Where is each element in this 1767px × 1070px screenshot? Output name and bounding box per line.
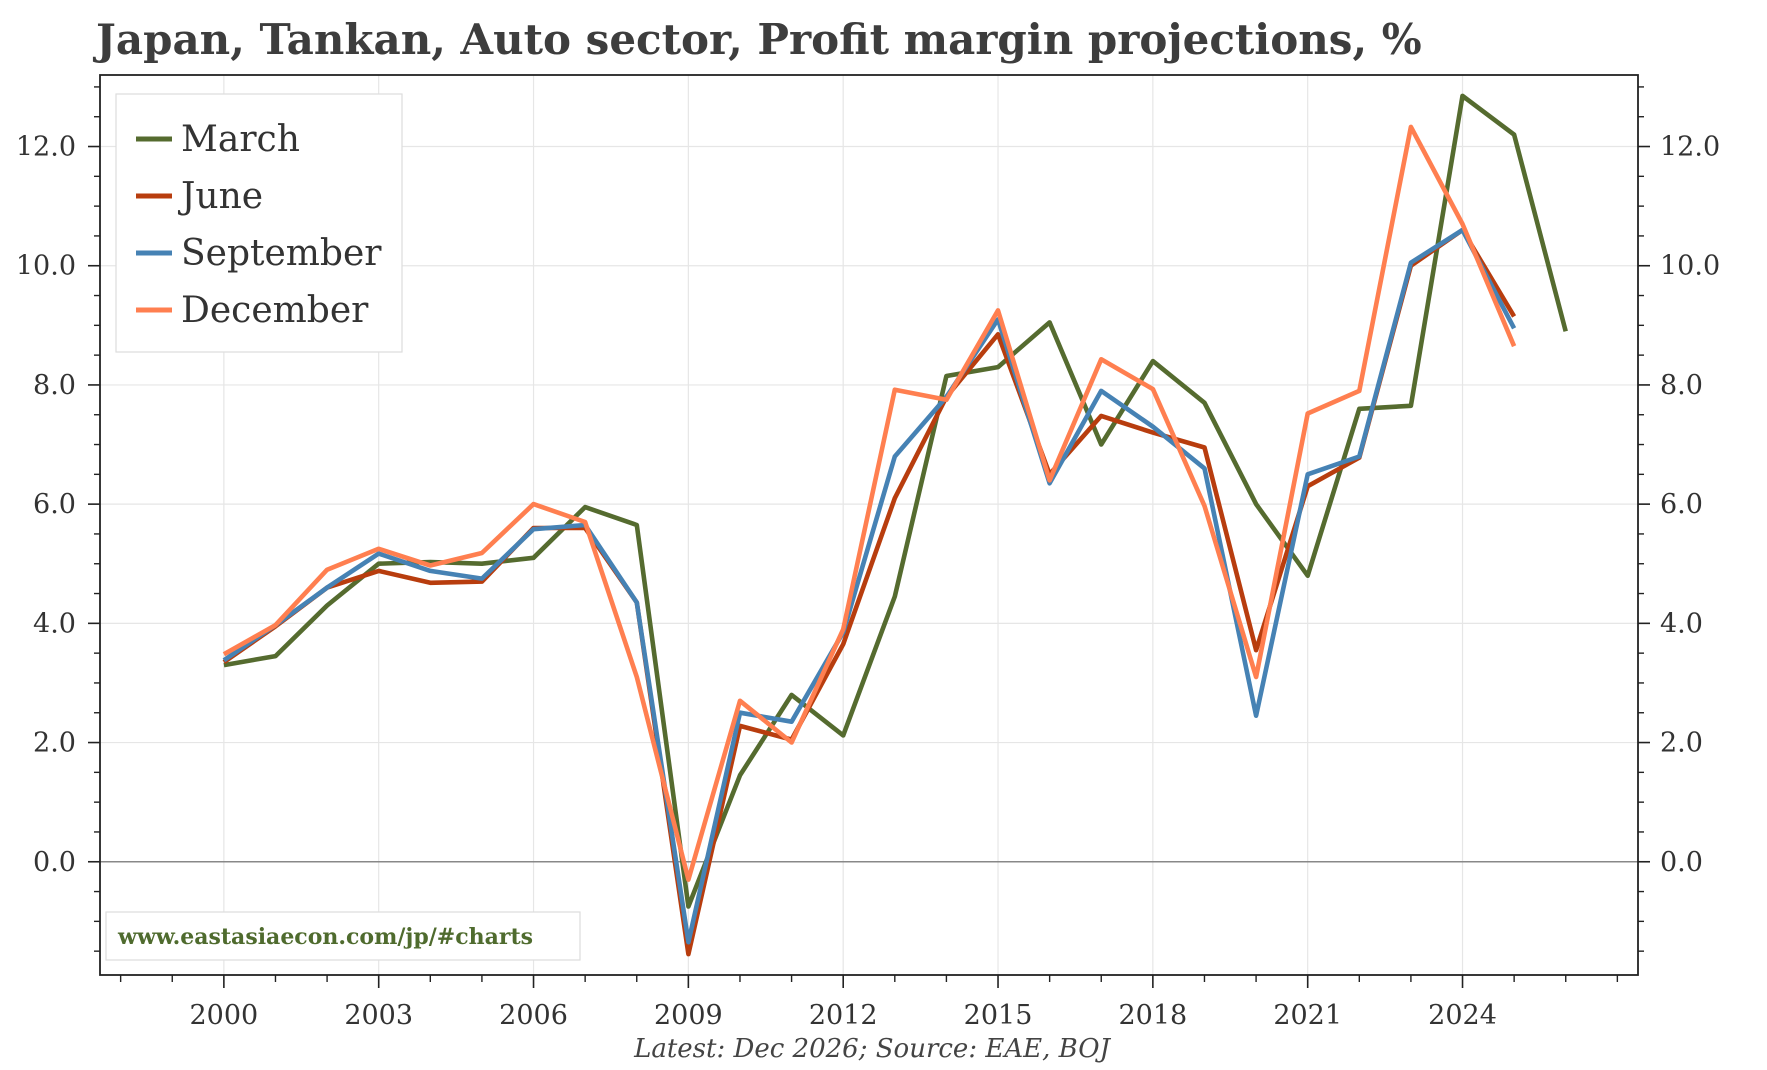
y-tick-label: 10.0 [16, 251, 76, 282]
axes: 0.0 0.0 2.0 2.0 4.0 4.0 6.0 6.0 8.0 8.0 10.0 10.0 12… [16, 86, 1720, 1031]
legend-label-march: March [181, 119, 300, 160]
x-tick-label: 2024 [1428, 1000, 1497, 1031]
legend-label-december: December [181, 290, 369, 331]
watermark: www.eastasiaecon.com/jp/#charts [105, 911, 581, 961]
y-tick-label-right: 6.0 [1660, 489, 1703, 520]
y-tick-label-right: 4.0 [1660, 608, 1703, 639]
watermark-box [105, 911, 581, 961]
legend: March June September December [115, 93, 403, 353]
y-tick-label: 4.0 [33, 608, 76, 639]
series-line-december [222, 124, 1517, 882]
y-tick-label: 2.0 [33, 728, 76, 759]
series-line-september [222, 227, 1517, 945]
y-tick-label-right: 2.0 [1660, 728, 1703, 759]
x-tick-label: 2009 [654, 1000, 723, 1031]
watermark-text: www.eastasiaecon.com/jp/#charts [117, 924, 533, 950]
chart-title: Japan, Tankan, Auto sector, Profit margi… [92, 15, 1422, 64]
y-tick-label: 8.0 [33, 370, 76, 401]
x-tick-label: 2021 [1273, 1000, 1342, 1031]
y-tick-label-right: 10.0 [1660, 251, 1720, 282]
y-tick-label: 6.0 [33, 489, 76, 520]
series-lines [222, 93, 1568, 957]
source-note: Latest: Dec 2026; Source: EAE, BOJ [633, 1034, 1111, 1064]
x-tick-label: 2006 [499, 1000, 568, 1031]
x-tick-label: 2012 [809, 1000, 878, 1031]
series-line-june [222, 227, 1517, 957]
legend-label-june: June [177, 176, 263, 217]
x-tick-label: 2018 [1118, 1000, 1187, 1031]
x-tick-label: 2003 [344, 1000, 413, 1031]
y-tick-label: 12.0 [16, 132, 76, 163]
plot-frame [99, 74, 1639, 976]
y-tick-label-right: 8.0 [1660, 370, 1703, 401]
x-tick-label: 2000 [190, 1000, 259, 1031]
y-tick-label-right: 0.0 [1660, 847, 1703, 878]
y-tick-label-right: 12.0 [1660, 132, 1720, 163]
legend-label-september: September [181, 233, 382, 274]
x-tick-label: 2015 [964, 1000, 1033, 1031]
y-tick-label: 0.0 [33, 847, 76, 878]
